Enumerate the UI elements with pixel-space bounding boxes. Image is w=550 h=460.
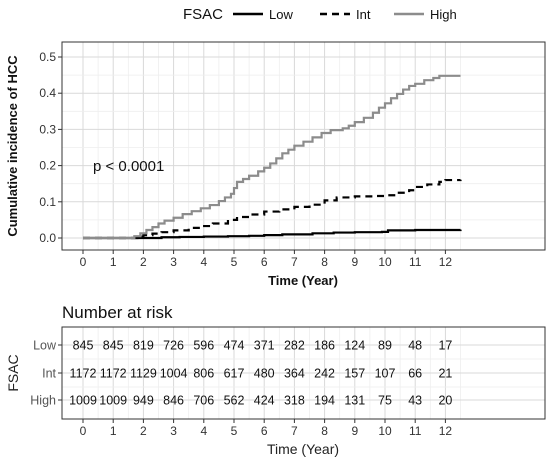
x-tick-label: 10 — [378, 255, 392, 269]
risk-cell: 845 — [73, 339, 94, 353]
risk-cell: 157 — [344, 367, 365, 381]
risk-x-tick-label: 3 — [170, 424, 177, 438]
x-tick-label: 0 — [80, 255, 87, 269]
risk-cell: 43 — [408, 394, 422, 408]
risk-row-label: Int — [42, 367, 56, 381]
risk-cell: 1009 — [69, 394, 97, 408]
risk-cell: 21 — [438, 367, 452, 381]
series-line-high — [83, 74, 461, 240]
x-tick-label: 5 — [231, 255, 238, 269]
risk-x-tick-label: 5 — [231, 424, 238, 438]
risk-cell: 364 — [284, 367, 305, 381]
risk-x-tick-label: 0 — [80, 424, 87, 438]
risk-cell: 124 — [344, 339, 365, 353]
risk-x-tick-label: 9 — [351, 424, 358, 438]
legend-title: FSAC — [183, 6, 223, 23]
risk-cell: 1009 — [99, 394, 127, 408]
legend: FSAC Low Int High — [183, 6, 457, 23]
risk-cell: 562 — [224, 394, 245, 408]
risk-cell: 282 — [284, 339, 305, 353]
x-tick-label: 4 — [200, 255, 207, 269]
risk-cell: 1004 — [160, 367, 188, 381]
risk-row-label: Low — [33, 339, 57, 353]
x-tick-label: 11 — [409, 255, 422, 269]
risk-x-tick-label: 8 — [321, 424, 328, 438]
risk-x-tick-label: 7 — [291, 424, 298, 438]
risk-cell: 1172 — [70, 367, 97, 381]
main-plot: 0.00.10.20.30.40.5 0 1 2 3 4 5 6 7 8 9 10 11 12 p < … — [5, 41, 546, 288]
risk-cell: 845 — [103, 339, 124, 353]
risk-cell: 89 — [378, 339, 392, 353]
risk-cell: 186 — [314, 339, 335, 353]
series-line-low — [83, 228, 462, 240]
risk-x-tick-label: 4 — [200, 424, 207, 438]
risk-x-tick-label: 6 — [261, 424, 268, 438]
risk-row-label: High — [30, 394, 56, 408]
risk-x-axis-label: Time (Year) — [267, 441, 339, 457]
risk-cell: 846 — [163, 394, 184, 408]
risk-cell: 819 — [133, 339, 154, 353]
risk-cell: 726 — [163, 339, 184, 353]
risk-cell: 480 — [254, 367, 275, 381]
risk-x-tick-label: 10 — [378, 424, 392, 438]
risk-x-tick-label: 1 — [110, 424, 117, 438]
risk-table-title: Number at risk — [62, 303, 173, 322]
risk-cell: 596 — [193, 339, 214, 353]
x-tick-label: 6 — [261, 255, 268, 269]
risk-x-tick-label: 2 — [140, 424, 147, 438]
plot-border — [61, 41, 546, 251]
risk-cell: 75 — [378, 394, 392, 408]
risk-cell: 242 — [314, 367, 335, 381]
x-tick-label: 8 — [321, 255, 328, 269]
risk-cell: 949 — [133, 394, 154, 408]
risk-cell: 66 — [408, 367, 422, 381]
risk-cell: 617 — [224, 367, 245, 381]
x-tick-label: 9 — [351, 255, 358, 269]
risk-cell: 194 — [314, 394, 335, 408]
risk-cell: 424 — [254, 394, 275, 408]
risk-x-tick-label: 11 — [409, 424, 422, 438]
y-tick-label: 0.2 — [39, 159, 56, 173]
risk-x-tick-label: 12 — [439, 424, 453, 438]
y-tick-label: 0.0 — [39, 231, 56, 245]
x-tick-label: 12 — [439, 255, 453, 269]
risk-cell: 806 — [193, 367, 214, 381]
risk-cell: 107 — [375, 367, 396, 381]
risk-cell: 48 — [408, 339, 422, 353]
risk-table: Number at risk 845 845 819 726 596 474 371 282 1… — [5, 303, 546, 457]
risk-cell: 20 — [438, 394, 452, 408]
x-tick-label: 1 — [110, 255, 117, 269]
risk-cell: 318 — [284, 394, 305, 408]
legend-label-low: Low — [269, 7, 293, 22]
risk-cell: 17 — [438, 339, 452, 353]
risk-cell: 371 — [254, 339, 275, 353]
series-line-int — [83, 178, 462, 240]
y-tick-label: 0.3 — [39, 122, 56, 136]
risk-y-axis-label: FSAC — [5, 354, 21, 391]
legend-label-high: High — [430, 7, 457, 22]
risk-cell: 131 — [344, 394, 365, 408]
y-tick-label: 0.5 — [39, 50, 56, 64]
p-value-annotation: p < 0.0001 — [93, 158, 164, 175]
x-tick-label: 2 — [140, 255, 147, 269]
y-tick-label: 0.1 — [39, 195, 56, 209]
risk-cell: 706 — [193, 394, 214, 408]
x-tick-label: 7 — [291, 255, 298, 269]
x-tick-label: 3 — [170, 255, 177, 269]
risk-cell: 1129 — [130, 367, 157, 381]
risk-cell: 1172 — [100, 367, 127, 381]
y-axis-label: Cumulative incidence of HCC — [5, 55, 20, 237]
risk-cell: 474 — [224, 339, 245, 353]
legend-label-int: Int — [356, 7, 371, 22]
y-tick-label: 0.4 — [39, 86, 56, 100]
x-axis-label: Time (Year) — [268, 273, 338, 288]
